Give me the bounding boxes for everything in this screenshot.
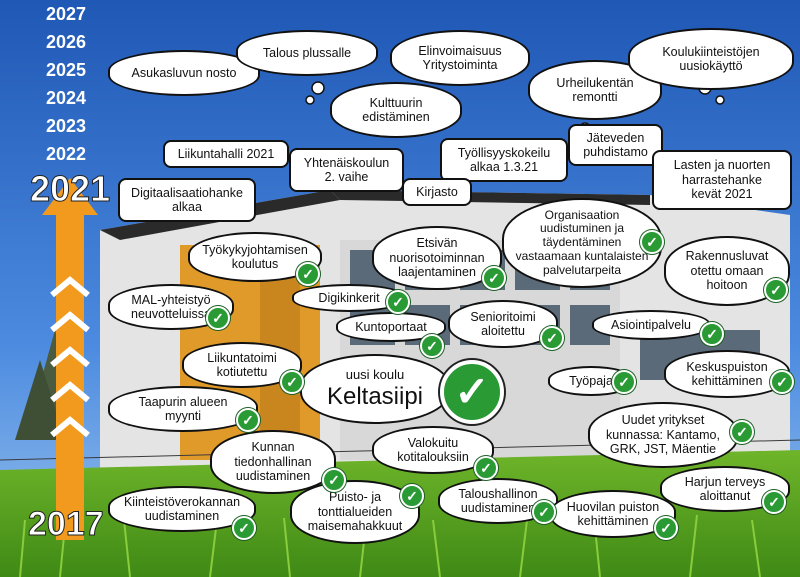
check-icon: ✓	[474, 456, 498, 480]
check-icon: ✓	[762, 490, 786, 514]
check-icon: ✓	[420, 334, 444, 358]
done-senioritoimi: Senioritoimi aloitettu	[448, 300, 558, 348]
cloud-urheilukentta: Urheilukentän remontti	[528, 60, 662, 120]
done-tyokyky: Työkykyjohtamisen koulutus	[188, 232, 322, 282]
check-icon: ✓	[730, 420, 754, 444]
check-icon: ✓	[296, 262, 320, 286]
cloud-talous: Talous plussalle	[236, 30, 378, 76]
year-label: 2024	[46, 88, 87, 108]
check-icon: ✓	[322, 468, 346, 492]
done-keskuspuisto: Keskuspuiston kehittäminen	[664, 350, 790, 398]
big-check-icon: ✓	[440, 360, 504, 424]
done-etsiva: Etsivän nuorisotoiminnan laajentaminen	[372, 226, 502, 290]
check-icon: ✓	[532, 500, 556, 524]
start-year-label: 2017	[28, 505, 105, 544]
check-icon: ✓	[654, 516, 678, 540]
keltasiipi-sub-label: uusi koulu	[345, 366, 405, 382]
done-huovila: Huovilan puiston kehittäminen	[550, 490, 676, 538]
check-icon: ✓	[612, 370, 636, 394]
check-icon: ✓	[770, 370, 794, 394]
plan-kirjasto: Kirjasto	[402, 178, 472, 206]
keltasiipi-title: Keltasiipi	[326, 382, 424, 410]
plan-yhtenaiskoulu: Yhtenäiskoulun 2. vaihe	[289, 148, 404, 192]
check-icon: ✓	[700, 322, 724, 346]
done-puisto: Puisto- ja tonttialueiden maisemahakkuut	[290, 480, 420, 544]
plan-lastenharraste: Lasten ja nuorten harrastehanke kevät 20…	[652, 150, 792, 210]
year-label: 2025	[46, 60, 87, 80]
done-yritykset: Uudet yritykset kunnassa: Kantamo, GRK, …	[588, 402, 738, 468]
done-valokuitu: Valokuitu kotitalouksiin	[372, 426, 494, 474]
plan-liikuntahalli: Liikuntahalli 2021	[163, 140, 289, 168]
done-organisaatio: Organisaation uudistuminen ja täydentämi…	[502, 198, 662, 288]
cloud-kulttuuri: Kulttuurin edistäminen	[330, 82, 462, 138]
done-keltasiipi: uusi koulu Keltasiipi	[300, 354, 450, 424]
done-asiointipalvelu: Asiointipalvelu	[592, 310, 710, 340]
check-icon: ✓	[386, 290, 410, 314]
done-kiinteistovero: Kiinteistöverokannan uudistaminen	[108, 486, 256, 532]
check-icon: ✓	[280, 370, 304, 394]
check-icon: ✓	[236, 408, 260, 432]
cloud-elinvoima: Elinvoimaisuus Yritystoiminta	[390, 30, 530, 86]
year-label: 2023	[46, 116, 87, 136]
plan-jatevesi: Jäteveden puhdistamo	[568, 124, 663, 166]
year-label: 2027	[46, 4, 87, 24]
cloud-asukasluku: Asukasluvun nosto	[108, 50, 260, 96]
check-icon: ✓	[764, 278, 788, 302]
cloud-koulukiinteistot: Koulukiinteistöjen uusiokäyttö	[628, 28, 794, 90]
done-taapuri: Taapurin alueen myynti	[108, 386, 258, 432]
done-tiedonhallinta: Kunnan tiedonhallinan uudistaminen	[210, 430, 336, 494]
plan-tyollisyyskokeilu: Työllisyyskokeilu alkaa 1.3.21	[440, 138, 568, 182]
check-icon: ✓	[400, 484, 424, 508]
check-icon: ✓	[206, 306, 230, 330]
check-icon: ✓	[232, 516, 256, 540]
year-label: 2026	[46, 32, 87, 52]
check-icon: ✓	[540, 326, 564, 350]
current-year-label: 2021	[29, 168, 111, 210]
check-icon: ✓	[640, 230, 664, 254]
year-label: 2022	[46, 144, 87, 164]
plan-digitalisaatio: Digitaalisaatiohanke alkaa	[118, 178, 256, 222]
check-icon: ✓	[482, 266, 506, 290]
